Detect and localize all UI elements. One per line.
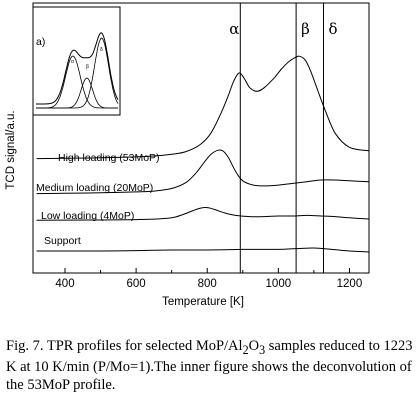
caption-text-1: Fig. 7. TPR profiles for selected MoP/Al (6, 338, 243, 354)
caption-text-2: O (248, 338, 260, 354)
x-tick-label: 600 (127, 278, 146, 290)
series-label-high: High loading (53MoP) (58, 152, 160, 164)
caption-text-3: samples reduced to 1223 K at 10 K/min (P… (6, 338, 417, 393)
x-tick-label: 800 (198, 278, 217, 290)
curve-high (36, 55, 370, 160)
y-axis-title: TCD signal/a.u. (5, 110, 17, 189)
caption-sub-2: 3 (259, 342, 266, 357)
x-axis-title: Temperature [K] (162, 296, 244, 308)
inset-label-delta: δ (100, 47, 103, 53)
inset-panel-label: a) (36, 36, 45, 48)
reference-label-1: α (229, 20, 239, 38)
plot-frame (32, 2, 370, 274)
curve-low (36, 207, 370, 221)
curve-medium (36, 149, 370, 195)
series-label-low: Low loading (4MoP) (41, 210, 134, 222)
curve-support (36, 247, 370, 253)
inset-deconvolution: a) α β δ (32, 6, 121, 116)
caption-sub-1: 2 (242, 342, 249, 357)
x-axis-ticks: 400 600 800 1000 1200 (55, 268, 362, 290)
x-tick-label: 1000 (266, 278, 292, 290)
series-label-support: Support (44, 235, 81, 247)
series-label-medium: Medium loading (20MoP) (36, 182, 153, 194)
reference-label-3: δ (328, 20, 337, 38)
inset-component-3 (36, 37, 119, 109)
figure-caption: Fig. 7. TPR profiles for selected MoP/Al… (6, 338, 416, 394)
inset-label-beta: β (86, 64, 89, 70)
inset-label-alpha: α (71, 59, 74, 65)
reference-label-2: β (301, 20, 310, 38)
x-tick-label: 400 (55, 278, 74, 290)
inset-curves (36, 32, 119, 109)
tpr-curves (36, 55, 370, 253)
inset-envelope (36, 32, 119, 105)
x-tick-label: 1200 (337, 278, 363, 290)
